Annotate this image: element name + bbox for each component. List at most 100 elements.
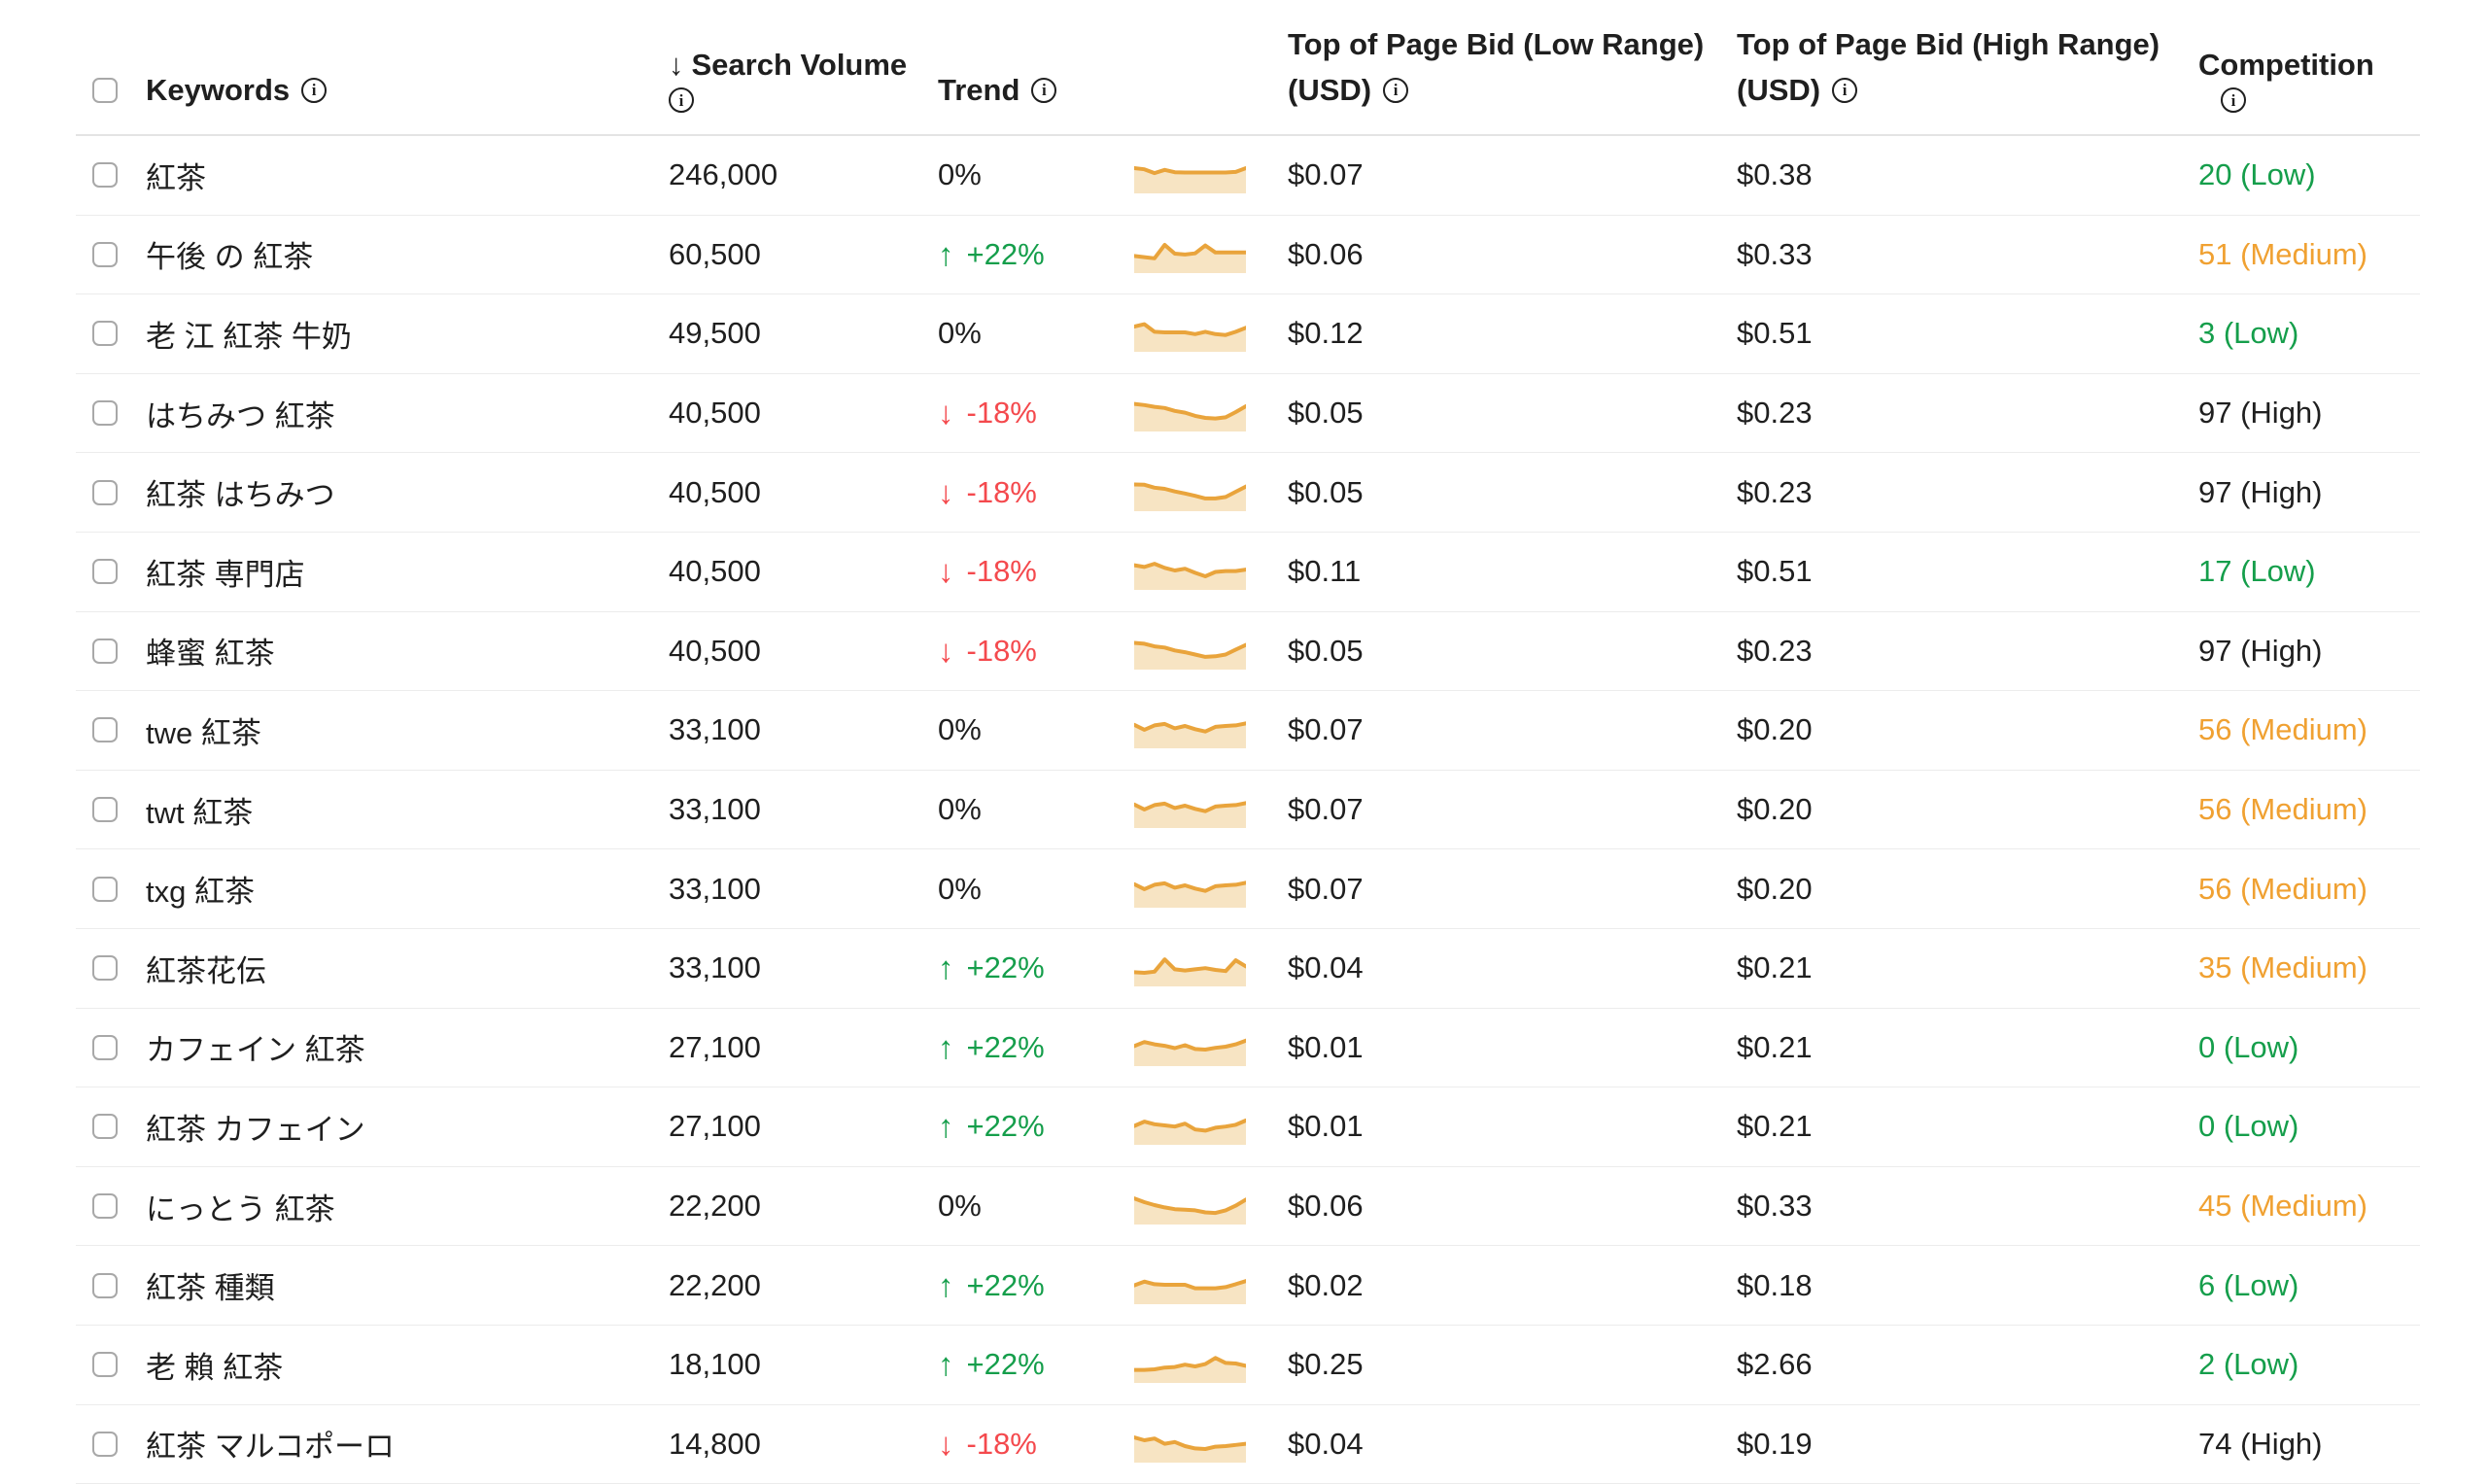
keyword-text: 紅茶 専門店 bbox=[146, 550, 305, 594]
row-checkbox[interactable] bbox=[92, 955, 118, 981]
row-checkbox[interactable] bbox=[92, 1432, 118, 1457]
trend-up-arrow-icon: ↑ bbox=[938, 236, 954, 273]
row-checkbox[interactable] bbox=[92, 717, 118, 742]
trend-up-arrow-icon: ↑ bbox=[938, 1029, 954, 1066]
search-volume-value: 40,500 bbox=[669, 554, 761, 589]
competition-value: 3 (Low) bbox=[2198, 316, 2298, 351]
row-checkbox[interactable] bbox=[92, 877, 118, 902]
header-bid-high: Top of Page Bid (High Range) (USD) i bbox=[1720, 0, 2182, 134]
row-checkbox[interactable] bbox=[92, 1193, 118, 1219]
keyword-text: 午後 の 紅茶 bbox=[146, 232, 313, 276]
bid-low-value: $0.04 bbox=[1288, 1427, 1364, 1462]
trend-sparkline bbox=[1134, 1029, 1246, 1066]
trend-up-arrow-icon: ↑ bbox=[938, 1267, 954, 1304]
competition-info-icon[interactable]: i bbox=[2221, 87, 2246, 113]
row-checkbox[interactable] bbox=[92, 559, 118, 584]
trend-cell: 0% bbox=[916, 1189, 1116, 1224]
search-volume-value: 246,000 bbox=[669, 157, 778, 192]
keyword-text: 紅茶 bbox=[146, 154, 206, 197]
bid-low-value: $0.05 bbox=[1288, 634, 1364, 669]
bid-low-value: $0.11 bbox=[1288, 554, 1361, 589]
sparkline-cell bbox=[1116, 1426, 1271, 1463]
bid-low-column-label-line1: Top of Page Bid (Low Range) bbox=[1288, 21, 1704, 67]
bid-high-value: $0.20 bbox=[1737, 872, 1813, 907]
row-checkbox[interactable] bbox=[92, 1352, 118, 1377]
bid-high-value: $0.23 bbox=[1737, 396, 1813, 431]
keyword-cell: 紅茶 種類 bbox=[129, 1263, 652, 1307]
row-checkbox[interactable] bbox=[92, 480, 118, 505]
trend-cell: 0% bbox=[916, 872, 1116, 907]
row-checkbox[interactable] bbox=[92, 1114, 118, 1139]
header-keywords: Keywords i bbox=[129, 0, 652, 134]
bid-high-value: $0.33 bbox=[1737, 1189, 1813, 1224]
row-checkbox-cell bbox=[76, 321, 129, 346]
row-checkbox[interactable] bbox=[92, 400, 118, 426]
competition-value: 56 (Medium) bbox=[2198, 712, 2367, 747]
row-checkbox[interactable] bbox=[92, 797, 118, 822]
trend-sparkline bbox=[1134, 1108, 1246, 1145]
table-header: Keywords i ↓ Search Volume i Trend i Top… bbox=[76, 0, 2420, 136]
keyword-cell: 紅茶 bbox=[129, 154, 652, 197]
trend-value: 0% bbox=[938, 1189, 982, 1224]
bid-high-value: $0.51 bbox=[1737, 554, 1813, 589]
row-checkbox[interactable] bbox=[92, 638, 118, 664]
bid-low-cell: $0.05 bbox=[1271, 475, 1720, 510]
row-checkbox-cell bbox=[76, 1352, 129, 1377]
keyword-text: 紅茶 はちみつ bbox=[146, 470, 335, 514]
row-checkbox[interactable] bbox=[92, 242, 118, 267]
bid-low-value: $0.04 bbox=[1288, 950, 1364, 985]
competition-value: 35 (Medium) bbox=[2198, 950, 2367, 985]
sparkline-cell bbox=[1116, 1108, 1271, 1145]
keyword-cell: txg 紅茶 bbox=[129, 867, 652, 911]
bid-low-value: $0.06 bbox=[1288, 237, 1364, 272]
competition-cell: 97 (High) bbox=[2182, 634, 2420, 669]
competition-value: 74 (High) bbox=[2198, 1427, 2323, 1462]
bid-high-value: $2.66 bbox=[1737, 1347, 1813, 1382]
trend-value: -18% bbox=[967, 554, 1037, 589]
trend-sparkline bbox=[1134, 156, 1246, 193]
keyword-cell: 紅茶花伝 bbox=[129, 947, 652, 990]
row-checkbox-cell bbox=[76, 480, 129, 505]
search-volume-cell: 40,500 bbox=[652, 475, 916, 510]
search-volume-cell: 14,800 bbox=[652, 1427, 916, 1462]
keyword-cell: 紅茶 専門店 bbox=[129, 550, 652, 594]
bid-high-cell: $0.18 bbox=[1720, 1268, 2182, 1303]
bid-high-value: $0.18 bbox=[1737, 1268, 1813, 1303]
search-volume-info-icon[interactable]: i bbox=[669, 87, 694, 113]
competition-value: 56 (Medium) bbox=[2198, 872, 2367, 907]
trend-cell: ↓-18% bbox=[916, 553, 1116, 590]
trend-info-icon[interactable]: i bbox=[1031, 78, 1056, 103]
bid-low-cell: $0.11 bbox=[1271, 554, 1720, 589]
row-checkbox[interactable] bbox=[92, 162, 118, 188]
row-checkbox-cell bbox=[76, 1035, 129, 1060]
trend-cell: ↑+22% bbox=[916, 1108, 1116, 1145]
row-checkbox-cell bbox=[76, 638, 129, 664]
search-volume-column-label: Search Volume bbox=[692, 42, 908, 87]
bid-high-cell: $0.21 bbox=[1720, 1109, 2182, 1144]
bid-low-info-icon[interactable]: i bbox=[1383, 78, 1408, 103]
row-checkbox[interactable] bbox=[92, 321, 118, 346]
trend-sparkline bbox=[1134, 1267, 1246, 1304]
row-checkbox[interactable] bbox=[92, 1273, 118, 1298]
bid-high-info-icon[interactable]: i bbox=[1832, 78, 1857, 103]
search-volume-cell: 27,100 bbox=[652, 1109, 916, 1144]
search-volume-value: 33,100 bbox=[669, 712, 761, 747]
competition-cell: 56 (Medium) bbox=[2182, 872, 2420, 907]
header-search-volume[interactable]: ↓ Search Volume i bbox=[652, 0, 916, 134]
select-all-checkbox[interactable] bbox=[92, 78, 118, 103]
keywords-info-icon[interactable]: i bbox=[301, 78, 327, 103]
bid-low-cell: $0.05 bbox=[1271, 396, 1720, 431]
trend-cell: 0% bbox=[916, 712, 1116, 747]
bid-high-value: $0.20 bbox=[1737, 712, 1813, 747]
keyword-cell: はちみつ 紅茶 bbox=[129, 392, 652, 435]
bid-high-cell: $0.21 bbox=[1720, 950, 2182, 985]
bid-low-value: $0.01 bbox=[1288, 1109, 1364, 1144]
trend-value: -18% bbox=[967, 475, 1037, 510]
row-checkbox[interactable] bbox=[92, 1035, 118, 1060]
row-checkbox-cell bbox=[76, 877, 129, 902]
sparkline-cell bbox=[1116, 1267, 1271, 1304]
bid-low-value: $0.02 bbox=[1288, 1268, 1364, 1303]
